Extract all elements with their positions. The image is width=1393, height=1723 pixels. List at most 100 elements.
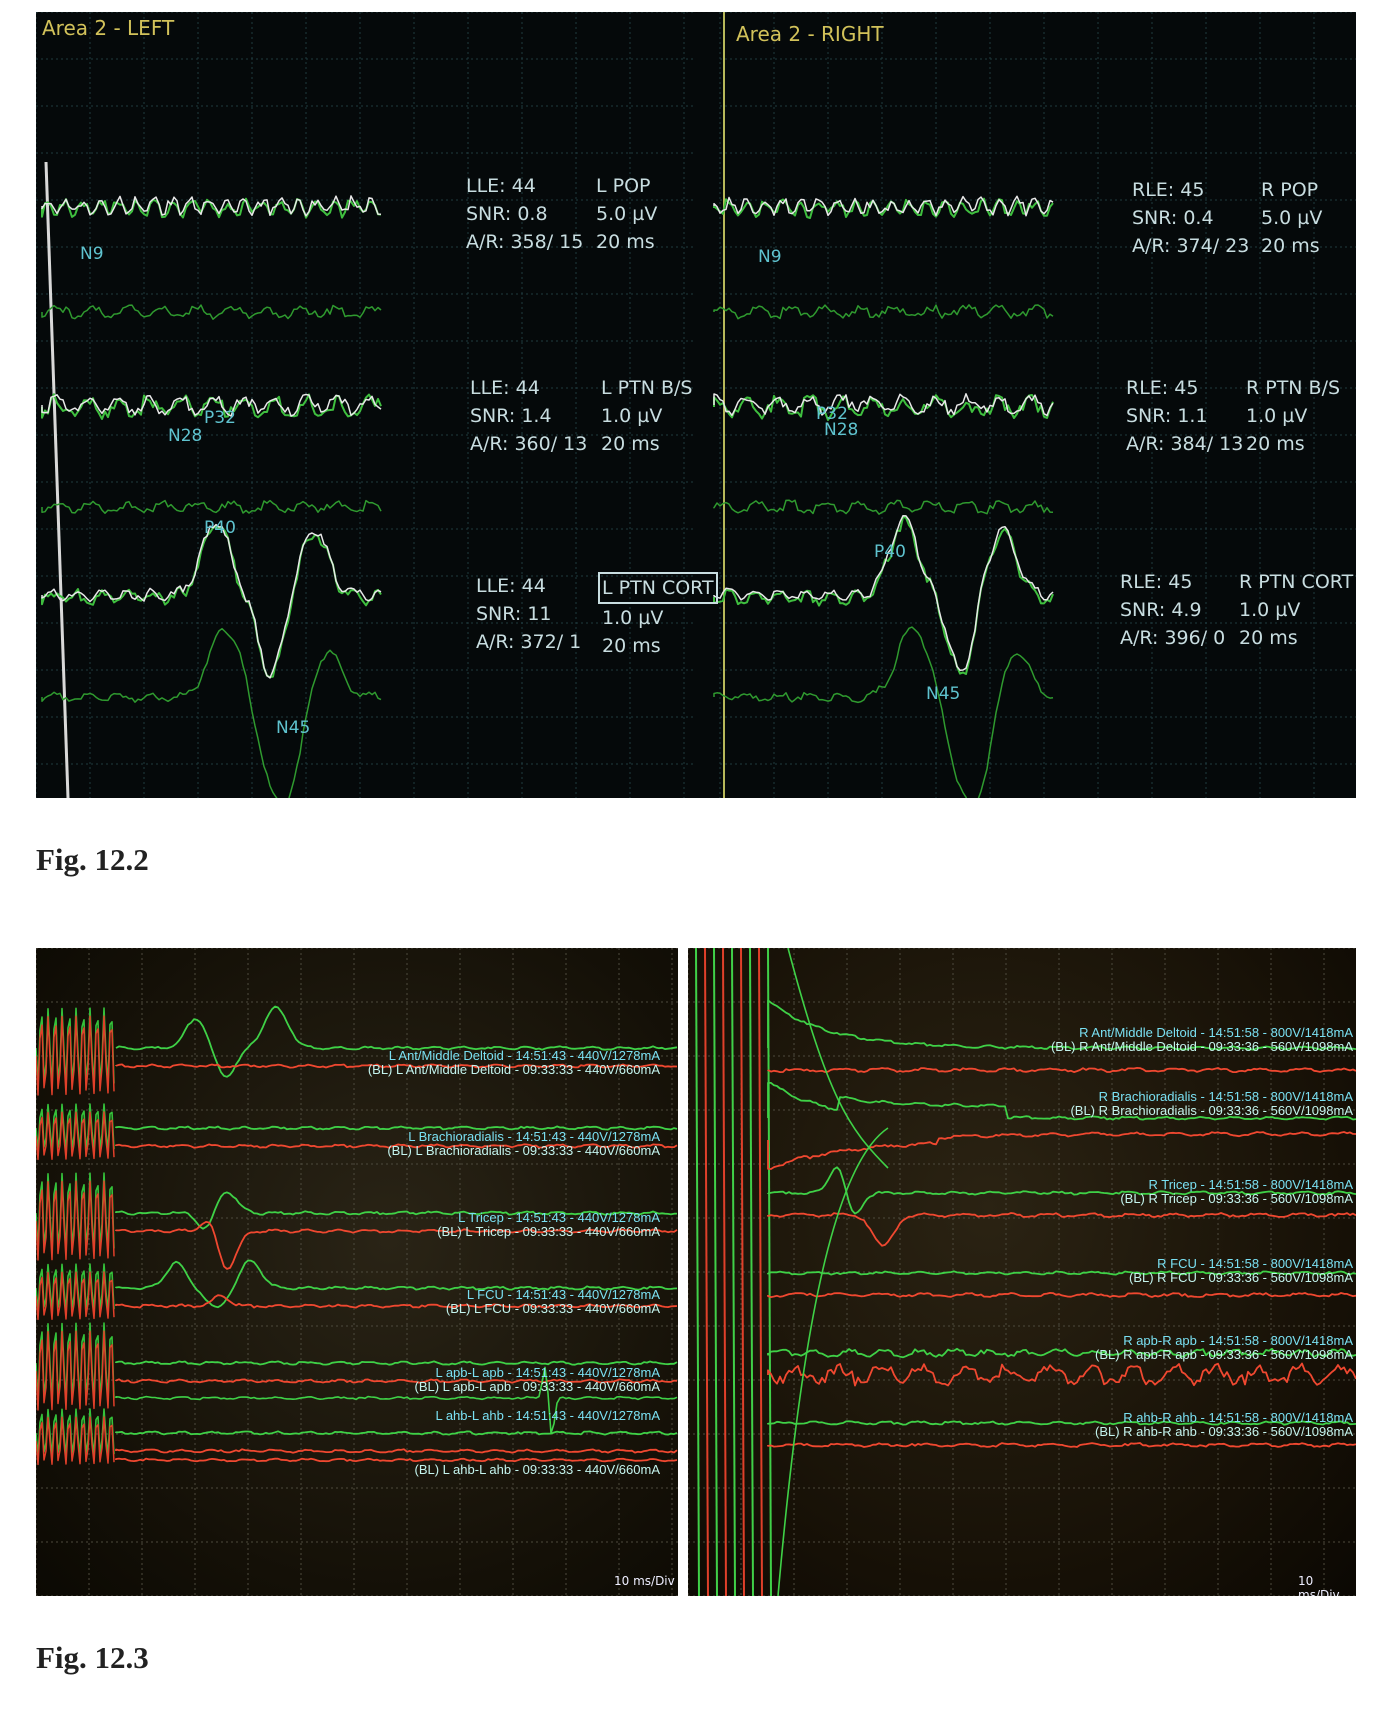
left-pop-avg-trace (41, 304, 382, 320)
left-baseline-trace (115, 1143, 678, 1149)
right-channel-brachioradialis: R Brachioradialis - 14:51:58 - 800V/1418… (1070, 1089, 1353, 1118)
left-ptn-bs-settings: L PTN B/S 1.0 µV 20 ms (601, 377, 693, 455)
right-bs-avg-trace (713, 499, 1054, 515)
right-cort-trace-green (713, 516, 1054, 675)
right-pop-trace-green (713, 197, 1054, 219)
left-p32-tag: P32 (204, 408, 236, 428)
left-area-title: Area 2 - LEFT (42, 16, 175, 40)
right-cort-trace-white (713, 514, 1054, 671)
left-stim-artifact-red (36, 1271, 115, 1321)
left-p40-tag: P40 (204, 518, 236, 538)
left-edge-marker (44, 161, 70, 798)
left-stim-artifact-red (36, 1416, 115, 1466)
left-ptn-cort-readout: LLE: 44 SNR: 11 A/R: 372/ 1 (476, 575, 582, 653)
right-ptn-bs-readout: RLE: 45 SNR: 1.1 A/R: 384/ 13 (1126, 377, 1244, 455)
right-scale-label: 10 ms/Div (1298, 1574, 1340, 1596)
fig-12-3-right-photo: 10 ms/Div (688, 948, 1356, 1596)
left-channel-ahb-test: L ahb-L ahb - 14:51:43 - 440V/1278mA (435, 1408, 660, 1423)
right-stim-artifact (722, 948, 727, 1596)
left-bs-trace-white (41, 393, 382, 417)
right-pop-trace-white (713, 195, 1054, 217)
right-n28-tag: N28 (824, 420, 859, 440)
right-test-trace (767, 1082, 1356, 1121)
left-ptn-bs-readout: LLE: 44 SNR: 1.4 A/R: 360/ 13 (470, 377, 588, 455)
left-channel-fcu: L FCU - 14:51:43 - 440V/1278mA (BL) L FCU… (445, 1287, 660, 1316)
left-baseline-trace (115, 1221, 678, 1270)
right-pop-settings: R POP 5.0 µV 20 ms (1261, 179, 1323, 257)
left-bs-trace-green (41, 393, 382, 420)
right-p40-tag: P40 (874, 542, 906, 562)
right-pop-avg-trace (713, 304, 1054, 320)
left-test-trace (115, 1005, 678, 1078)
left-ptn-cort-settings: L PTN CORT 1.0 µV 20 ms (598, 572, 718, 660)
left-scale-label: 10 ms/Div (614, 1574, 675, 1588)
left-grid (36, 12, 696, 798)
right-test-trace (767, 1420, 1356, 1426)
right-channel-ahb: R ahb-R ahb - 14:51:58 - 800V/1418mA (BL)… (1095, 1410, 1353, 1439)
right-pop-readout: RLE: 45 SNR: 0.4 A/R: 374/ 23 (1132, 179, 1250, 257)
left-baseline-trace (115, 1448, 678, 1454)
right-test-trace (767, 1166, 1356, 1215)
right-test-trace (767, 1347, 1356, 1359)
right-n9-tag: N9 (758, 247, 782, 267)
right-baseline-trace (767, 1131, 1356, 1170)
fig-12-2-caption: Fig. 12.2 (36, 842, 149, 877)
left-test-trace (115, 1191, 678, 1230)
left-cort-avg-trace (41, 627, 382, 798)
left-test-trace (115, 1259, 678, 1309)
left-tcmep-grid (36, 948, 678, 1596)
left-test-trace (115, 1125, 678, 1131)
right-stim-artifact (695, 948, 700, 1596)
left-test-trace (115, 1430, 678, 1436)
right-baseline-trace (767, 1212, 1356, 1247)
left-pop-trace-green (41, 197, 382, 219)
left-channel-ahb-baseline: (BL) L ahb-L ahb - 09:33:33 - 440V/660mA (414, 1462, 660, 1477)
left-n9-tag: N9 (80, 244, 104, 264)
left-n28-tag: N28 (168, 426, 203, 446)
fig-12-3-left-photo: 10 ms/Div (36, 948, 678, 1596)
right-baseline-trace (767, 1292, 1356, 1298)
right-n45-tag: N45 (926, 684, 961, 704)
right-stim-artifact (749, 948, 754, 1596)
ssep-traces (36, 12, 1356, 798)
right-stim-artifact (713, 948, 718, 1596)
left-pop-settings: L POP 5.0 µV 20 ms (596, 175, 658, 253)
right-ptn-cort-readout: RLE: 45 SNR: 4.9 A/R: 396/ 0 (1120, 571, 1226, 649)
right-artifact-sweep (787, 948, 889, 1169)
left-ahb-baseline-trace (115, 1457, 678, 1463)
left-channel-brachioradialis: L Brachioradialis - 14:51:43 - 440V/1278… (387, 1129, 660, 1158)
right-tcmep-traces (688, 948, 1356, 1596)
left-channel-tricep: L Tricep - 14:51:43 - 440V/1278mA (BL) L … (437, 1210, 660, 1239)
left-channel-apb: L apb-L apb - 14:51:43 - 440V/1278mA (BL)… (414, 1365, 660, 1394)
left-test-trace (115, 1360, 678, 1366)
right-ptn-cort-settings: R PTN CORT 1.0 µV 20 ms (1239, 571, 1354, 649)
right-channel-fcu: R FCU - 14:51:58 - 800V/1418mA (BL) R FCU… (1129, 1256, 1353, 1285)
left-pop-readout: LLE: 44 SNR: 0.8 A/R: 358/ 15 (466, 175, 584, 253)
right-test-trace (767, 1270, 1356, 1276)
left-tcmep-traces (36, 948, 678, 1596)
right-p32-tag: P32 (816, 404, 848, 424)
right-area-title: Area 2 - RIGHT (736, 22, 884, 46)
left-bs-avg-trace (41, 499, 382, 514)
right-stim-artifact (758, 948, 763, 1596)
right-baseline-trace (767, 1442, 1356, 1448)
left-baseline-trace (115, 1063, 678, 1069)
left-baseline-trace (115, 1378, 678, 1384)
right-stim-artifact (740, 948, 745, 1596)
left-ahb-test-trace (115, 1366, 678, 1435)
left-stim-artifact-red (36, 1111, 115, 1161)
right-channel-tricep: R Tricep - 14:51:58 - 800V/1418mA (BL) R … (1120, 1177, 1353, 1206)
right-artifact-sweep (777, 1127, 889, 1596)
right-cort-avg-trace (713, 626, 1054, 798)
right-ptn-bs-settings: R PTN B/S 1.0 µV 20 ms (1246, 377, 1341, 455)
right-test-trace (767, 999, 1356, 1051)
right-stim-artifact (731, 948, 736, 1596)
right-channel-deltoid: R Ant/Middle Deltoid - 14:51:58 - 800V/1… (1050, 1025, 1353, 1054)
left-n45-tag: N45 (276, 718, 311, 738)
right-channel-apb: R apb-R apb - 14:51:58 - 800V/1418mA (BL)… (1095, 1333, 1353, 1362)
right-baseline-trace (767, 1362, 1356, 1387)
left-stim-artifact-red (36, 1015, 115, 1096)
fig-12-2-photo: Area 2 - LEFT Area 2 - RIGHT LLE: 44 SNR:… (36, 12, 1356, 798)
left-cort-trace-green (41, 525, 382, 679)
right-stim-artifact (704, 948, 709, 1596)
